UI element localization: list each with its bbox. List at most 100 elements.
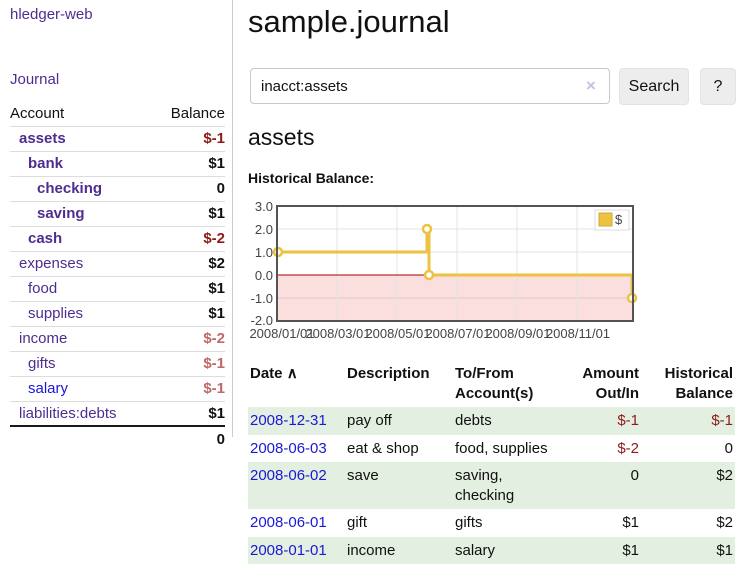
account-balance: $2	[152, 250, 225, 276]
y-axis-labels: 3.0 2.0 1.0 0.0 -1.0 -2.0	[251, 199, 273, 328]
transaction-date-link[interactable]: 2008-12-31	[250, 412, 327, 429]
transaction-description: pay off	[347, 412, 392, 429]
account-row-gifts: gifts $-1	[10, 350, 225, 376]
svg-text:2008/01/01: 2008/01/01	[249, 326, 314, 341]
help-button[interactable]: ?	[700, 68, 736, 105]
transaction-description: gift	[347, 514, 368, 531]
svg-text:2008/07/01: 2008/07/01	[425, 326, 490, 341]
plot-border	[276, 205, 634, 322]
transaction-accounts: food, supplies	[455, 439, 548, 457]
transaction-amount: $1	[622, 541, 639, 559]
svg-text:1.0: 1.0	[255, 245, 273, 260]
transaction-balance: 0	[724, 439, 733, 457]
account-link-food[interactable]: food	[28, 280, 58, 297]
transaction-description: eat & shop	[347, 439, 419, 457]
account-balance: $-2	[152, 325, 225, 351]
description-header: Description	[347, 365, 430, 382]
register-table: Date ∧ Description To/From Account(s) Am…	[248, 360, 735, 564]
account-row-cash: cash $-2	[10, 225, 225, 251]
transaction-description: save	[347, 467, 379, 484]
transaction-accounts: debts	[455, 412, 492, 429]
transaction-balance: $2	[716, 467, 733, 484]
account-row-checking: checking 0	[10, 175, 225, 201]
main-content: sample.journal × Search ? assets Histori…	[248, 0, 742, 564]
gridlines	[278, 207, 632, 320]
account-row-liabilities-debts: liabilities:debts $1	[10, 400, 225, 426]
account-link-supplies[interactable]: supplies	[28, 305, 84, 322]
chart-title: Historical Balance:	[248, 170, 375, 186]
svg-text:2.0: 2.0	[255, 222, 273, 237]
account-balance: $1	[152, 300, 225, 326]
register-row: 2008-01-01 income salary $1 $1	[248, 536, 735, 564]
amount-header: Amount Out/In	[582, 365, 639, 402]
transaction-accounts: saving, checking	[455, 467, 515, 504]
account-balance: 0	[152, 175, 225, 201]
account-balance: $-1	[152, 350, 225, 376]
account-row-supplies: supplies $1	[10, 300, 225, 326]
transaction-amount: $-1	[617, 412, 639, 429]
transaction-accounts: salary	[455, 541, 496, 559]
svg-text:-2.0: -2.0	[251, 313, 273, 328]
transaction-amount: $1	[622, 514, 639, 531]
register-row: 2008-12-31 pay off debts $-1 $-1	[248, 407, 735, 435]
accounts-total-value: 0	[152, 425, 225, 451]
transaction-date-link[interactable]: 2008-06-03	[250, 439, 327, 457]
transaction-amount: $-2	[617, 439, 639, 457]
journal-title: sample.journal	[248, 4, 450, 39]
transaction-date-link[interactable]: 2008-06-01	[250, 514, 327, 531]
sidebar-divider	[232, 0, 233, 437]
account-row-bank: bank $1	[10, 150, 225, 176]
chart-legend: $	[594, 209, 630, 231]
account-link-expenses[interactable]: expenses	[19, 255, 84, 272]
account-row-income: income $-2	[10, 325, 225, 351]
account-link-income[interactable]: income	[19, 330, 68, 347]
svg-text:3.0: 3.0	[255, 199, 273, 214]
transaction-balance: $-1	[711, 412, 733, 429]
account-row-food: food $1	[10, 275, 225, 301]
account-link-saving[interactable]: saving	[37, 205, 85, 222]
brand-link[interactable]: hledger-web	[10, 6, 93, 23]
balance-column-header: Balance	[170, 104, 225, 122]
accounts-header: To/From Account(s)	[455, 365, 534, 402]
account-link-assets[interactable]: assets	[19, 130, 66, 147]
account-balance: $1	[152, 400, 225, 426]
sort-by-date-link[interactable]: Date	[250, 365, 283, 382]
account-link-salary[interactable]: salary	[28, 380, 69, 397]
transaction-date-link[interactable]: 2008-01-01	[250, 541, 327, 559]
account-balance: $1	[152, 275, 225, 301]
account-link-liabilities-debts[interactable]: liabilities:debts	[19, 404, 117, 422]
legend-swatch	[598, 212, 613, 227]
search-input[interactable]	[250, 68, 610, 104]
sort-ascending-icon: ∧	[286, 365, 298, 382]
transaction-balance: $2	[716, 514, 733, 531]
svg-text:2008/11/01: 2008/11/01	[546, 326, 610, 341]
account-row-expenses: expenses $2	[10, 250, 225, 276]
account-balance-table: Account Balance assets $-1 bank $1 check…	[10, 101, 225, 451]
account-row-assets: assets $-1	[10, 125, 225, 151]
svg-text:0.0: 0.0	[255, 268, 273, 283]
transaction-amount: 0	[630, 467, 639, 484]
clear-search-icon[interactable]: ×	[586, 76, 596, 95]
account-link-bank[interactable]: bank	[28, 155, 64, 172]
transaction-balance: $1	[716, 541, 733, 559]
account-row-saving: saving $1	[10, 200, 225, 226]
search-form: × Search ?	[248, 68, 742, 106]
transaction-description: income	[347, 541, 396, 559]
account-balance: $-1	[152, 375, 225, 401]
historical-balance-chart: $ 3.0 2.0 1.0 0.0 -1.0 -2.0 2008/01/01 2…	[249, 199, 638, 341]
transaction-accounts: gifts	[455, 514, 483, 531]
account-link-checking[interactable]: checking	[37, 180, 103, 197]
search-button[interactable]: Search	[619, 68, 689, 105]
register-row: 2008-06-02 save saving, checking 0 $2	[248, 462, 735, 509]
account-balance: $-1	[152, 125, 225, 151]
account-balance: $1	[152, 150, 225, 176]
register-header-row: Date ∧ Description To/From Account(s) Am…	[248, 360, 735, 407]
account-link-gifts[interactable]: gifts	[28, 355, 56, 372]
account-link-cash[interactable]: cash	[28, 230, 63, 247]
register-row: 2008-06-03 eat & shop food, supplies $-2…	[248, 435, 735, 463]
svg-text:2008/09/01: 2008/09/01	[485, 326, 550, 341]
account-row-salary: salary $-1	[10, 375, 225, 401]
transaction-date-link[interactable]: 2008-06-02	[250, 467, 327, 484]
sidebar-item-journal[interactable]: Journal	[10, 71, 60, 88]
legend-label: $	[615, 212, 623, 227]
